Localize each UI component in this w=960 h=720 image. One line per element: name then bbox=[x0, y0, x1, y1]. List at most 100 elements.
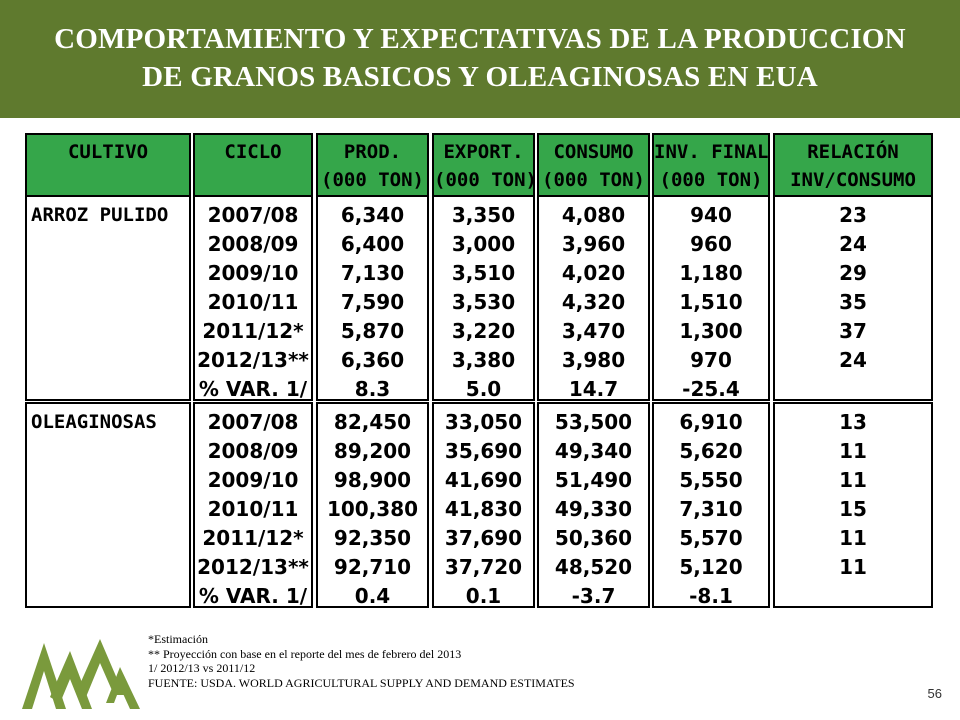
table-cell: 2007/08 bbox=[207, 410, 299, 434]
table-cell: 3,220 bbox=[451, 319, 516, 343]
data-column-cell: 53,500 49,340 51,490 49,330 50,360 48,520 -3.7 bbox=[537, 402, 650, 608]
table-cell: 35 bbox=[839, 290, 867, 314]
table-cell: 960 bbox=[690, 232, 732, 256]
table-cell: 3,350 bbox=[451, 203, 516, 227]
table-cell: 3,530 bbox=[451, 290, 516, 314]
table-cell: 89,200 bbox=[333, 439, 412, 463]
table-cell: 7,310 bbox=[679, 497, 743, 521]
data-column-cell: 940 960 1,180 1,510 1,300 970 -25.4 bbox=[652, 195, 770, 401]
table-cell: 2010/11 bbox=[207, 497, 299, 521]
table-cell: 4,080 bbox=[561, 203, 626, 227]
table-cell: -25.4 bbox=[682, 377, 740, 401]
table-cell: 23 bbox=[839, 203, 867, 227]
footnote-source: FUENTE: USDA. WORLD AGRICULTURAL SUPPLY … bbox=[148, 675, 575, 690]
column-header: PROD. (000 TON) bbox=[316, 133, 429, 197]
title-banner: COMPORTAMIENTO Y EXPECTATIVAS DE LA PROD… bbox=[0, 0, 960, 118]
column-header: RELACIÓN INV/CONSUMO bbox=[773, 133, 933, 197]
data-column-cell: 4,080 3,960 4,020 4,320 3,470 3,980 14.7 bbox=[537, 195, 650, 401]
table-cell: 14.7 bbox=[568, 377, 619, 401]
table-cell: 7,590 bbox=[340, 290, 405, 314]
column-header: EXPORT. (000 TON) bbox=[432, 133, 537, 197]
table-cell: 7,130 bbox=[340, 261, 405, 285]
table-cell: 5,550 bbox=[679, 468, 743, 492]
table-cell: 13 bbox=[839, 410, 867, 434]
table-cell: 35,690 bbox=[444, 439, 523, 463]
footnotes: *Estimación ** Proyección con base en el… bbox=[148, 632, 575, 690]
table-cell: 92,710 bbox=[333, 555, 412, 579]
table-cell: 940 bbox=[690, 203, 732, 227]
table-cell: 5,120 bbox=[679, 555, 743, 579]
table-cell: 37,690 bbox=[444, 526, 523, 550]
table-cell: 11 bbox=[839, 555, 867, 579]
table-cell: 24 bbox=[839, 232, 867, 256]
table-cell: 2011/12* bbox=[202, 319, 304, 343]
table-cell: 2011/12* bbox=[202, 526, 304, 550]
table-cell: 0.1 bbox=[465, 584, 502, 608]
column-header-line-2: (000 TON) bbox=[321, 169, 424, 191]
table-cell: 3,470 bbox=[561, 319, 626, 343]
table-cell: 2009/10 bbox=[207, 468, 299, 492]
column-header-line-1: RELACIÓN bbox=[807, 141, 899, 163]
column-header-line-1: CONSUMO bbox=[553, 141, 634, 163]
data-column-cell: 2007/08 2008/09 2009/10 2010/11 2011/12* 2012… bbox=[193, 402, 313, 608]
data-column-cell: 6,910 5,620 5,550 7,310 5,570 5,120 -8.1 bbox=[652, 402, 770, 608]
crop-name: ARROZ PULIDO bbox=[31, 204, 169, 226]
column-header: CULTIVO bbox=[25, 133, 191, 197]
table-cell: 3,980 bbox=[561, 348, 626, 372]
table-cell: 24 bbox=[839, 348, 867, 372]
column-header-line-1: EXPORT. bbox=[443, 141, 524, 163]
table-cell: 50,360 bbox=[554, 526, 633, 550]
table-cell: 1,300 bbox=[679, 319, 743, 343]
column-header: CONSUMO (000 TON) bbox=[537, 133, 650, 197]
column-header-line-2: INV/CONSUMO bbox=[790, 169, 916, 191]
table-cell: 5,620 bbox=[679, 439, 743, 463]
table-cell: 1,510 bbox=[679, 290, 743, 314]
table-cell: 4,020 bbox=[561, 261, 626, 285]
table-cell: 49,340 bbox=[554, 439, 633, 463]
table-cell: 8.3 bbox=[354, 377, 391, 401]
column-header-line-1: INV. FINAL bbox=[654, 141, 769, 163]
table-cell: 1,180 bbox=[679, 261, 743, 285]
table-cell: 2010/11 bbox=[207, 290, 299, 314]
table-cell: 0.4 bbox=[354, 584, 391, 608]
data-column-cell: 13 11 11 15 11 11 bbox=[773, 402, 933, 608]
table-cell: 5,870 bbox=[340, 319, 405, 343]
table-cell: -3.7 bbox=[571, 584, 616, 608]
column-header: CICLO bbox=[193, 133, 313, 197]
table-cell: 82,450 bbox=[333, 410, 412, 434]
column-header-line-1: CICLO bbox=[224, 141, 282, 163]
table-cell: 37,720 bbox=[444, 555, 523, 579]
table-cell: 33,050 bbox=[444, 410, 523, 434]
data-column-cell: 33,050 35,690 41,690 41,830 37,690 37,720 0.1 bbox=[432, 402, 535, 608]
column-header: INV. FINAL (000 TON) bbox=[652, 133, 770, 197]
table-cell: 92,350 bbox=[333, 526, 412, 550]
table-cell: 11 bbox=[839, 439, 867, 463]
table-cell bbox=[775, 375, 931, 404]
table-cell: 53,500 bbox=[554, 410, 633, 434]
table-cell: 100,380 bbox=[326, 497, 419, 521]
table-cell: % VAR. 1/ bbox=[198, 377, 308, 401]
table-cell: 970 bbox=[690, 348, 732, 372]
page-title: COMPORTAMIENTO Y EXPECTATIVAS DE LA PROD… bbox=[0, 20, 960, 96]
data-column-cell: 2007/08 2008/09 2009/10 2010/11 2011/12* 2012… bbox=[193, 195, 313, 401]
table-cell: 2012/13** bbox=[197, 555, 309, 579]
crop-cell: ARROZ PULIDO bbox=[25, 195, 191, 401]
table-cell: 15 bbox=[839, 497, 867, 521]
table-cell: 48,520 bbox=[554, 555, 633, 579]
table-cell: 6,360 bbox=[340, 348, 405, 372]
column-header-line-1: CULTIVO bbox=[67, 141, 149, 163]
table-cell: 41,690 bbox=[444, 468, 523, 492]
table-cell: -8.1 bbox=[689, 584, 733, 608]
title-line-1: COMPORTAMIENTO Y EXPECTATIVAS DE LA PROD… bbox=[54, 23, 906, 55]
table-cell: 2012/13** bbox=[197, 348, 309, 372]
table-cell: 2007/08 bbox=[207, 203, 299, 227]
table-cell: 3,510 bbox=[451, 261, 516, 285]
table-cell: 98,900 bbox=[333, 468, 412, 492]
table-cell bbox=[775, 582, 931, 611]
table-cell: 4,320 bbox=[561, 290, 626, 314]
table-cell: 3,380 bbox=[451, 348, 516, 372]
table-cell: 29 bbox=[839, 261, 867, 285]
data-column-cell: 82,450 89,200 98,900 100,380 92,350 92,710 0.4 bbox=[316, 402, 429, 608]
crop-cell: OLEAGINOSAS bbox=[25, 402, 191, 608]
column-header-line-2: (000 TON) bbox=[659, 169, 763, 191]
